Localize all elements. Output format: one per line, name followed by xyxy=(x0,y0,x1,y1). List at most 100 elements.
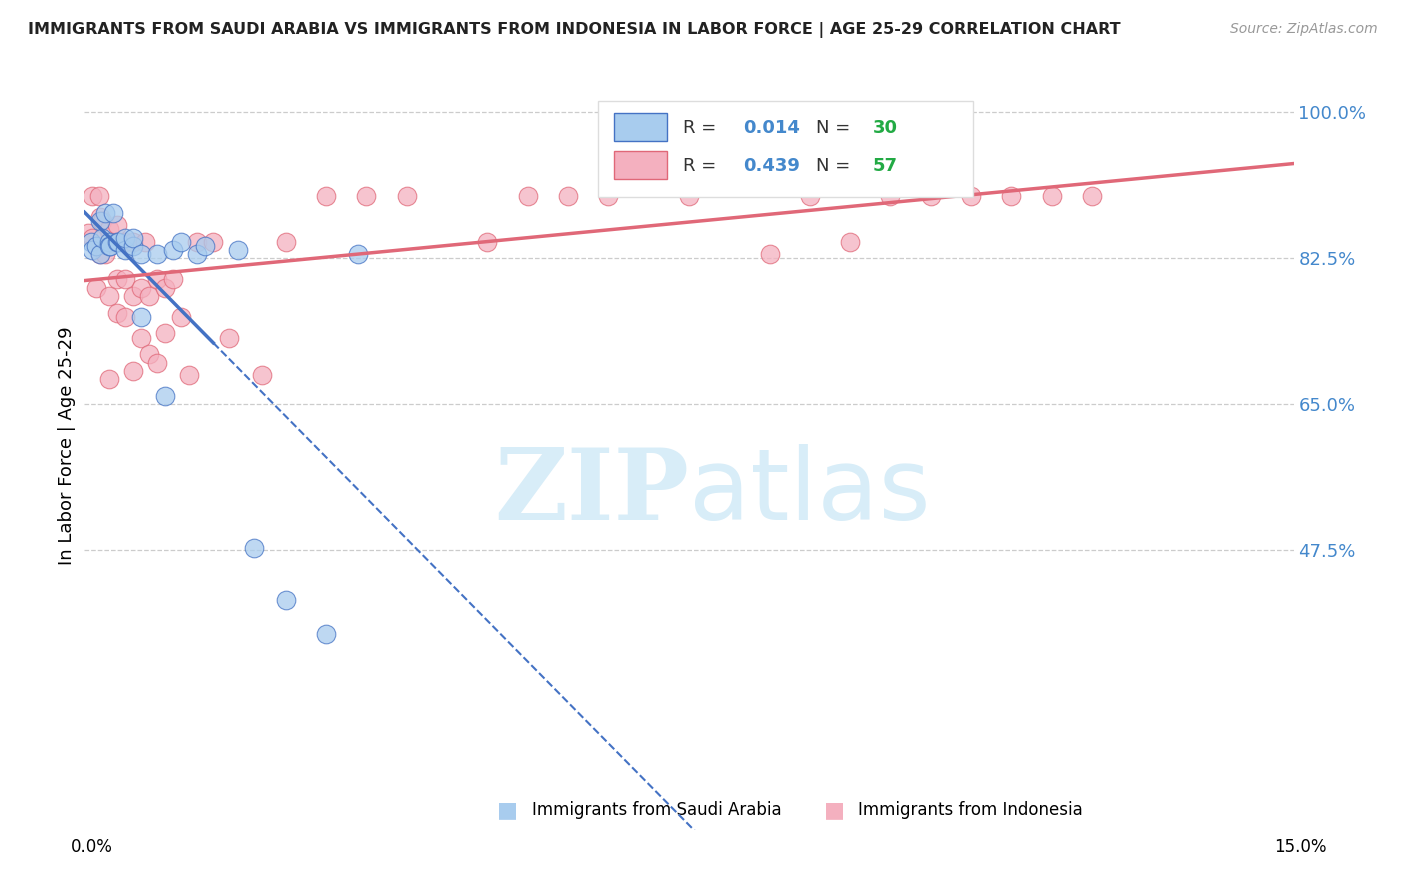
Point xyxy=(97,222,120,236)
FancyBboxPatch shape xyxy=(614,113,668,141)
Point xyxy=(98,239,121,253)
Point xyxy=(129,280,152,294)
Point xyxy=(557,189,579,203)
Point xyxy=(1040,189,1063,203)
Point xyxy=(114,235,136,249)
Point xyxy=(89,210,111,224)
Point xyxy=(477,235,499,249)
Text: ■: ■ xyxy=(498,800,517,821)
Point xyxy=(105,272,128,286)
Point xyxy=(89,247,111,261)
Point xyxy=(105,218,128,232)
Point xyxy=(347,247,370,261)
Point xyxy=(121,239,143,253)
Point xyxy=(114,243,136,257)
Point xyxy=(97,372,120,386)
Point xyxy=(839,235,862,249)
Point xyxy=(87,189,110,203)
Point xyxy=(121,230,143,244)
Y-axis label: In Labor Force | Age 25-29: In Labor Force | Age 25-29 xyxy=(58,326,76,566)
Point xyxy=(516,189,538,203)
Point xyxy=(799,189,821,203)
Point xyxy=(186,247,208,261)
Point xyxy=(86,239,108,253)
Point xyxy=(218,330,240,344)
Point xyxy=(98,235,121,249)
Text: N =: N = xyxy=(815,119,856,136)
Text: IMMIGRANTS FROM SAUDI ARABIA VS IMMIGRANTS FROM INDONESIA IN LABOR FORCE | AGE 2: IMMIGRANTS FROM SAUDI ARABIA VS IMMIGRAN… xyxy=(28,22,1121,38)
Point xyxy=(93,247,115,261)
FancyBboxPatch shape xyxy=(614,152,668,179)
Point xyxy=(97,235,120,249)
Point xyxy=(129,330,152,344)
Point xyxy=(97,239,120,253)
Text: 0.0%: 0.0% xyxy=(70,838,112,855)
Point xyxy=(758,247,780,261)
Text: Immigrants from Indonesia: Immigrants from Indonesia xyxy=(858,801,1083,820)
Text: Source: ZipAtlas.com: Source: ZipAtlas.com xyxy=(1230,22,1378,37)
Point xyxy=(121,289,143,303)
Text: ZIP: ZIP xyxy=(494,443,689,541)
Point xyxy=(114,310,136,324)
Text: 15.0%: 15.0% xyxy=(1274,838,1327,855)
Text: 57: 57 xyxy=(873,157,898,175)
Point xyxy=(114,230,136,244)
Point xyxy=(105,305,128,319)
Point xyxy=(678,189,700,203)
Point xyxy=(315,626,337,640)
Point xyxy=(153,326,176,341)
Point xyxy=(395,189,418,203)
Point xyxy=(89,247,111,261)
Point xyxy=(77,227,100,241)
Point xyxy=(146,356,169,370)
Point xyxy=(91,214,114,228)
Point xyxy=(315,189,337,203)
Text: N =: N = xyxy=(815,157,856,175)
Point xyxy=(121,364,143,378)
Text: ■: ■ xyxy=(824,800,845,821)
Point xyxy=(101,235,124,249)
Text: R =: R = xyxy=(683,157,721,175)
Point xyxy=(179,368,201,383)
Point xyxy=(82,243,104,257)
Point xyxy=(107,235,129,249)
Point xyxy=(129,247,152,261)
Text: 0.439: 0.439 xyxy=(744,157,800,175)
Point xyxy=(138,347,160,361)
Point xyxy=(146,272,169,286)
Point xyxy=(80,235,103,249)
Point xyxy=(202,235,225,249)
Point xyxy=(920,189,942,203)
Point xyxy=(91,230,114,244)
Text: R =: R = xyxy=(683,119,721,136)
Point xyxy=(879,189,901,203)
Point xyxy=(105,235,128,249)
Point xyxy=(170,310,193,324)
Point xyxy=(162,243,184,257)
Point xyxy=(153,389,176,403)
Point xyxy=(162,272,184,286)
Point xyxy=(134,235,156,249)
Point xyxy=(93,205,115,219)
Text: atlas: atlas xyxy=(689,443,931,541)
Point xyxy=(82,230,104,244)
Point xyxy=(101,205,124,219)
Point xyxy=(129,310,152,324)
Point xyxy=(89,214,111,228)
Point xyxy=(170,235,193,249)
Point xyxy=(146,247,169,261)
Point xyxy=(274,235,297,249)
Text: 30: 30 xyxy=(873,119,898,136)
Point xyxy=(242,541,264,555)
Point xyxy=(82,189,104,203)
FancyBboxPatch shape xyxy=(599,101,973,197)
Point xyxy=(186,235,208,249)
Text: 0.014: 0.014 xyxy=(744,119,800,136)
Point xyxy=(598,189,620,203)
Point xyxy=(274,593,297,607)
Point xyxy=(138,289,160,303)
Text: Immigrants from Saudi Arabia: Immigrants from Saudi Arabia xyxy=(531,801,782,820)
Point xyxy=(121,235,143,249)
Point xyxy=(226,243,249,257)
Point xyxy=(86,280,108,294)
